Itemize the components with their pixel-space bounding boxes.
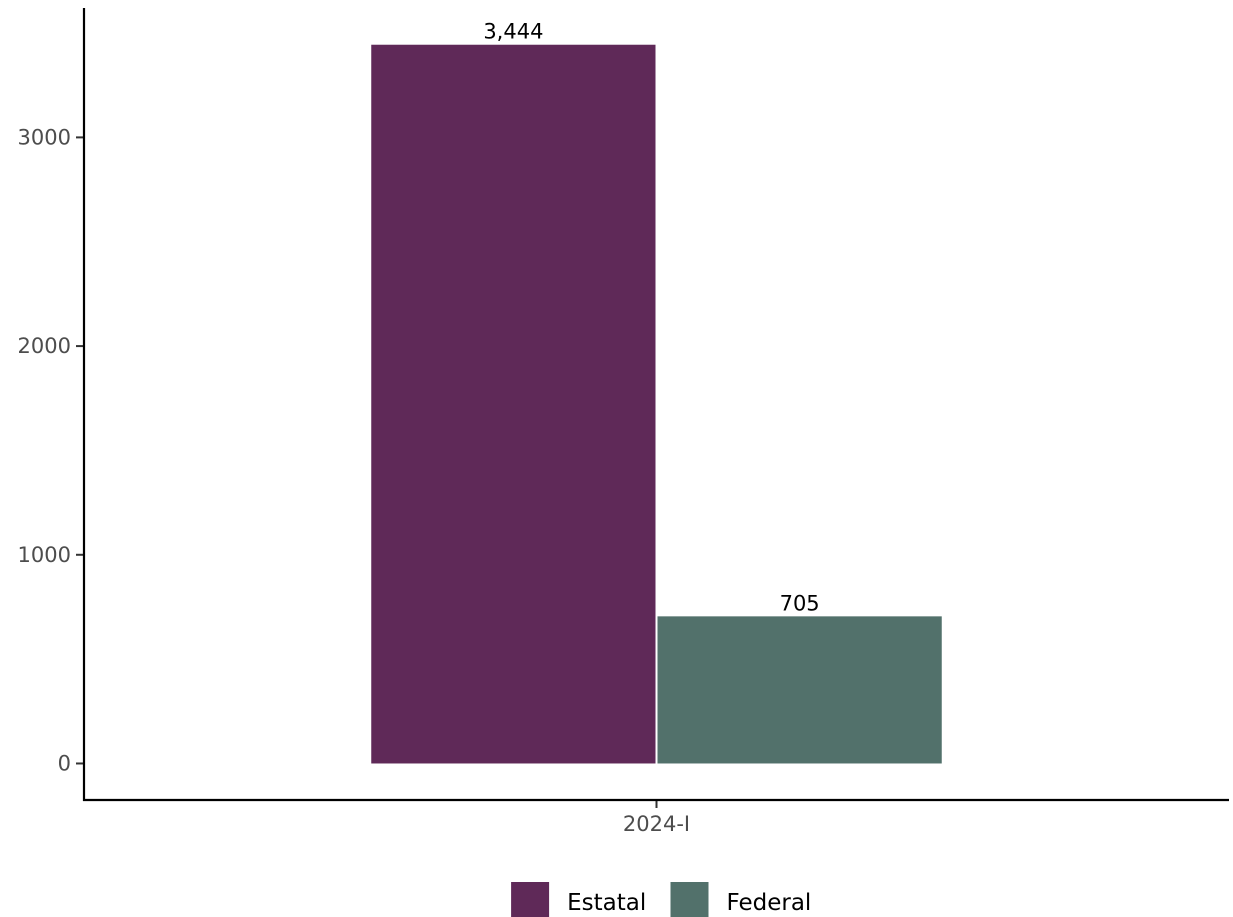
- legend-item-federal: Federal: [670, 882, 812, 917]
- x-axis-group: 2024-I: [623, 800, 690, 836]
- y-tick-label: 1000: [18, 543, 71, 567]
- y-tick-label: 2000: [18, 334, 71, 358]
- data-labels-group: 3,444 705: [483, 20, 819, 616]
- bar-federal: [657, 616, 942, 764]
- legend-item-estatal: Estatal: [511, 882, 646, 917]
- data-label-federal: 705: [780, 591, 820, 615]
- legend-swatch: [670, 882, 709, 917]
- legend: Estatal Federal: [511, 882, 811, 917]
- legend-label: Estatal: [567, 890, 646, 916]
- y-tick-label: 0: [58, 751, 71, 775]
- legend-swatch: [511, 882, 550, 917]
- y-tick-label: 3000: [18, 125, 71, 149]
- bar-estatal: [371, 44, 656, 764]
- legend-label: Federal: [727, 890, 812, 916]
- x-tick-label: 2024-I: [623, 812, 690, 836]
- data-label-estatal: 3,444: [483, 20, 543, 44]
- bars-group: [371, 44, 942, 764]
- y-axis-group: 0 1000 2000 3000: [18, 125, 84, 775]
